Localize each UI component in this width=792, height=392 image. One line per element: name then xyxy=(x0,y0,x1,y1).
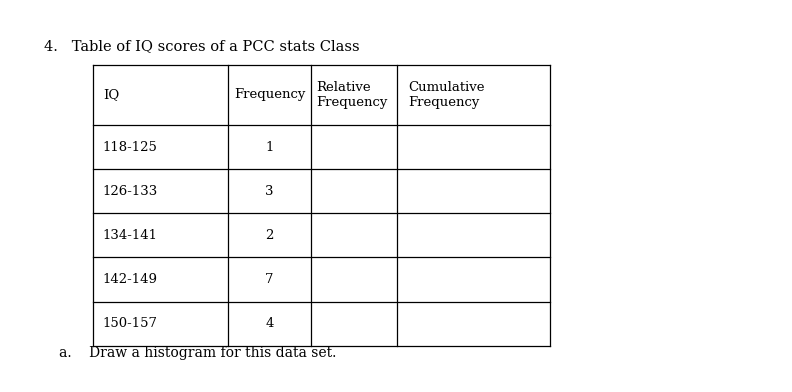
Text: IQ: IQ xyxy=(103,88,119,102)
Text: 3: 3 xyxy=(265,185,274,198)
Text: 7: 7 xyxy=(265,273,274,286)
Text: 4: 4 xyxy=(265,317,273,330)
Text: 2: 2 xyxy=(265,229,273,242)
Text: Cumulative
Frequency: Cumulative Frequency xyxy=(408,81,485,109)
Text: 118-125: 118-125 xyxy=(103,141,158,154)
Text: 1: 1 xyxy=(265,141,273,154)
Text: 134-141: 134-141 xyxy=(103,229,158,242)
Text: Relative
Frequency: Relative Frequency xyxy=(317,81,388,109)
Text: Frequency: Frequency xyxy=(234,88,306,102)
Text: 4.   Table of IQ scores of a PCC stats Class: 4. Table of IQ scores of a PCC stats Cla… xyxy=(44,39,360,53)
Text: 142-149: 142-149 xyxy=(103,273,158,286)
Text: 150-157: 150-157 xyxy=(103,317,158,330)
Text: a.    Draw a histogram for this data set.: a. Draw a histogram for this data set. xyxy=(59,346,337,360)
Text: 126-133: 126-133 xyxy=(103,185,158,198)
